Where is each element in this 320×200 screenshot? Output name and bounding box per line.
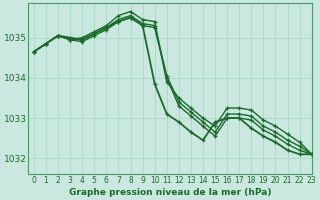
X-axis label: Graphe pression niveau de la mer (hPa): Graphe pression niveau de la mer (hPa): [68, 188, 271, 197]
